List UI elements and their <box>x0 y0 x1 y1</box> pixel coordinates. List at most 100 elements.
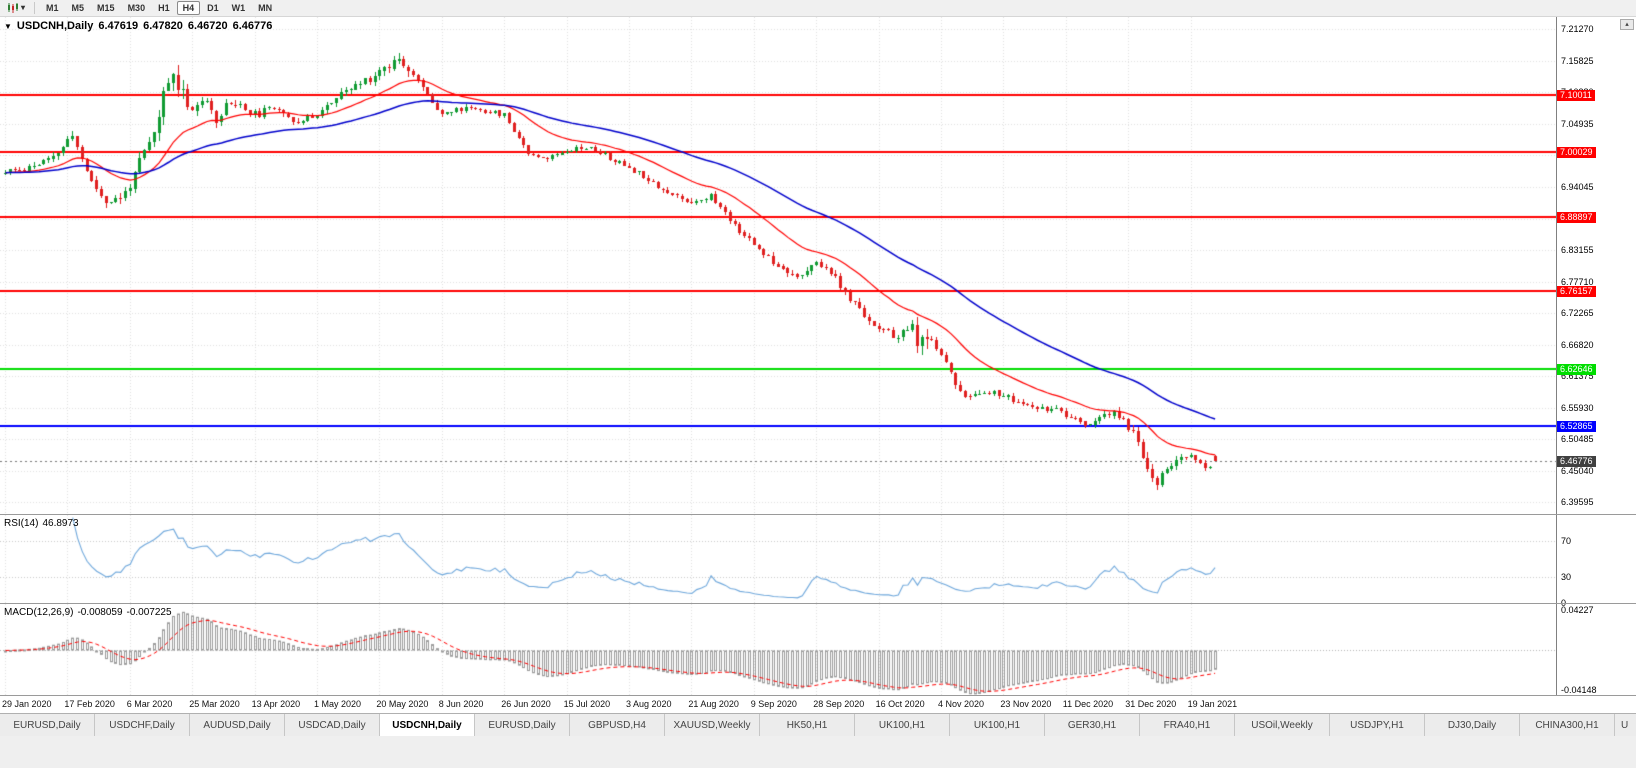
chart-tab-17-u[interactable]: U <box>1615 714 1636 736</box>
price-axis-label: 6.61375 <box>1561 371 1594 381</box>
symbol-timeframe-label: USDCNH,Daily <box>16 20 94 32</box>
chart-tab-14-usdjpy-h1[interactable]: USDJPY,H1 <box>1330 714 1425 736</box>
chart-title: ▼ USDCNH,Daily 6.47619 6.47820 6.46720 6… <box>4 20 272 32</box>
price-chart-canvas[interactable] <box>0 17 1556 514</box>
chart-tab-12-fra40-h1[interactable]: FRA40,H1 <box>1140 714 1235 736</box>
status-strip <box>0 736 1636 768</box>
macd-axis-label: -0.04148 <box>1561 685 1597 695</box>
date-label: 28 Sep 2020 <box>813 699 865 709</box>
price-axis-label: 7.21270 <box>1561 24 1594 34</box>
macd-indicator-canvas[interactable] <box>0 604 1556 695</box>
date-label: 29 Jan 2020 <box>2 699 52 709</box>
date-label: 17 Feb 2020 <box>64 699 115 709</box>
pane-separator[interactable] <box>0 603 1636 604</box>
price-axis-label: 6.45040 <box>1561 466 1594 476</box>
chart-tab-11-ger30-h1[interactable]: GER30,H1 <box>1045 714 1140 736</box>
price-axis-label: 6.72265 <box>1561 308 1594 318</box>
chart-tab-5-eurusd-daily[interactable]: EURUSD,Daily <box>475 714 570 736</box>
timeframe-button-m1[interactable]: M1 <box>46 3 59 13</box>
price-axis-label: 6.77710 <box>1561 277 1594 287</box>
hline-price-tag: 6.76157 <box>1557 286 1596 297</box>
hline-price-tag: 7.10011 <box>1557 90 1595 101</box>
timeframe-button-h4[interactable]: H4 <box>176 1 201 15</box>
date-label: 31 Dec 2020 <box>1125 699 1177 709</box>
pane-separator[interactable] <box>0 514 1636 515</box>
chart-tab-6-gbpusd-h4[interactable]: GBPUSD,H4 <box>570 714 665 736</box>
rsi-name: RSI(14) <box>4 518 39 529</box>
timeframe-button-mn[interactable]: MN <box>258 3 273 13</box>
hline-price-tag: 6.62646 <box>1557 364 1596 375</box>
chart-tab-15-dj30-daily[interactable]: DJ30,Daily <box>1425 714 1520 736</box>
chart-tab-16-china300-h1[interactable]: CHINA300,H1 <box>1520 714 1615 736</box>
macd-value: -0.008059 <box>77 607 123 618</box>
open-price: 6.47619 <box>98 20 139 32</box>
chart-window: ▼ USDCNH,Daily 6.47619 6.47820 6.46720 6… <box>0 17 1636 768</box>
chart-menu-button[interactable]: ▼ <box>4 21 12 31</box>
rsi-axis-label: 70 <box>1561 536 1572 546</box>
price-axis-label: 6.55930 <box>1561 403 1594 413</box>
date-label: 9 Sep 2020 <box>750 699 797 709</box>
macd-axis-label: 0.04227 <box>1561 605 1594 615</box>
date-label: 4 Nov 2020 <box>938 699 985 709</box>
chart-tab-1-usdchf-daily[interactable]: USDCHF,Daily <box>95 714 190 736</box>
hline-price-tag: 6.52865 <box>1557 421 1596 432</box>
timeframe-toolbar: ▾ M1 M5 M15 M30 H1 H4 D1 W1 MN <box>0 0 1636 17</box>
rsi-indicator-canvas[interactable] <box>0 515 1556 603</box>
timeframe-button-m15[interactable]: M15 <box>97 3 115 13</box>
price-axis-label: 7.04935 <box>1561 119 1594 129</box>
low-price: 6.46720 <box>187 20 228 32</box>
timeframe-button-m5[interactable]: M5 <box>71 3 85 13</box>
price-axis-label: 6.50485 <box>1561 434 1594 444</box>
date-label: 6 Mar 2020 <box>126 699 173 709</box>
rsi-value: 46.8973 <box>42 518 79 529</box>
hline-price-tag: 7.00029 <box>1557 147 1596 158</box>
chart-tab-2-audusd-daily[interactable]: AUDUSD,Daily <box>190 714 285 736</box>
date-label: 23 Nov 2020 <box>1000 699 1052 709</box>
date-axis[interactable]: 29 Jan 2020 17 Feb 2020 6 Mar 2020 25 Mar 2… <box>0 696 1556 712</box>
chart-tab-10-uk100-h1[interactable]: UK100,H1 <box>950 714 1045 736</box>
price-axis-label: 6.66820 <box>1561 340 1594 350</box>
chart-tab-7-xauusd-weekly[interactable]: XAUUSD,Weekly <box>665 714 760 736</box>
chart-window-selector[interactable]: ▾ <box>3 1 29 15</box>
date-label: 11 Dec 2020 <box>1062 699 1114 709</box>
price-axis-label: 6.39595 <box>1561 497 1594 507</box>
chart-tab-13-usoil-weekly[interactable]: USOil,Weekly <box>1235 714 1330 736</box>
date-label: 1 May 2020 <box>314 699 362 709</box>
timeframe-button-d1[interactable]: D1 <box>207 3 219 13</box>
chart-tab-0-eurusd-daily[interactable]: EURUSD,Daily <box>0 714 95 736</box>
chart-tab-9-uk100-h1[interactable]: UK100,H1 <box>855 714 950 736</box>
date-label: 3 Aug 2020 <box>626 699 672 709</box>
chart-tabs-bar: EURUSD,Daily USDCHF,Daily AUDUSD,Daily USDC… <box>0 713 1636 736</box>
timeframe-button-m30[interactable]: M30 <box>127 3 146 13</box>
timeframe-button-w1[interactable]: W1 <box>231 3 246 13</box>
candlestick-chart-icon <box>8 3 18 13</box>
date-label: 13 Apr 2020 <box>251 699 301 709</box>
date-label: 26 Jun 2020 <box>501 699 551 709</box>
hline-price-tag: 6.88897 <box>1557 212 1596 223</box>
date-label: 16 Oct 2020 <box>875 699 925 709</box>
chart-tab-4-usdcnh-daily[interactable]: USDCNH,Daily <box>380 714 475 736</box>
chevron-down-icon: ▾ <box>21 3 26 12</box>
chart-tab-3-usdcad-daily[interactable]: USDCAD,Daily <box>285 714 380 736</box>
date-label: 15 Jul 2020 <box>563 699 611 709</box>
chart-tab-8-hk50-h1[interactable]: HK50,H1 <box>760 714 855 736</box>
macd-name: MACD(12,26,9) <box>4 607 74 618</box>
timeframe-button-h1[interactable]: H1 <box>158 3 170 13</box>
scroll-up-button[interactable]: ▴ <box>1620 19 1634 30</box>
timeframe-buttons: M1 M5 M15 M30 H1 H4 D1 W1 MN <box>40 1 278 15</box>
high-price: 6.47820 <box>143 20 183 32</box>
rsi-label: RSI(14) 46.8973 <box>4 518 83 529</box>
pane-separator <box>0 695 1636 696</box>
date-label: 19 Jan 2021 <box>1187 699 1238 709</box>
date-label: 25 Mar 2020 <box>189 699 240 709</box>
macd-signal-value: -0.007225 <box>126 607 172 618</box>
toolbar-divider <box>34 2 36 14</box>
rsi-axis-label: 30 <box>1561 572 1572 582</box>
price-axis-label: 7.15825 <box>1561 56 1594 66</box>
current-price-tag: 6.46776 <box>1557 456 1596 467</box>
price-axis-label: 6.94045 <box>1561 182 1594 192</box>
price-axis[interactable]: ▴ 7.212707.158257.103807.049356.994906.9… <box>1556 17 1636 695</box>
date-label: 20 May 2020 <box>376 699 429 709</box>
date-label: 21 Aug 2020 <box>688 699 739 709</box>
price-axis-label: 6.83155 <box>1561 245 1594 255</box>
